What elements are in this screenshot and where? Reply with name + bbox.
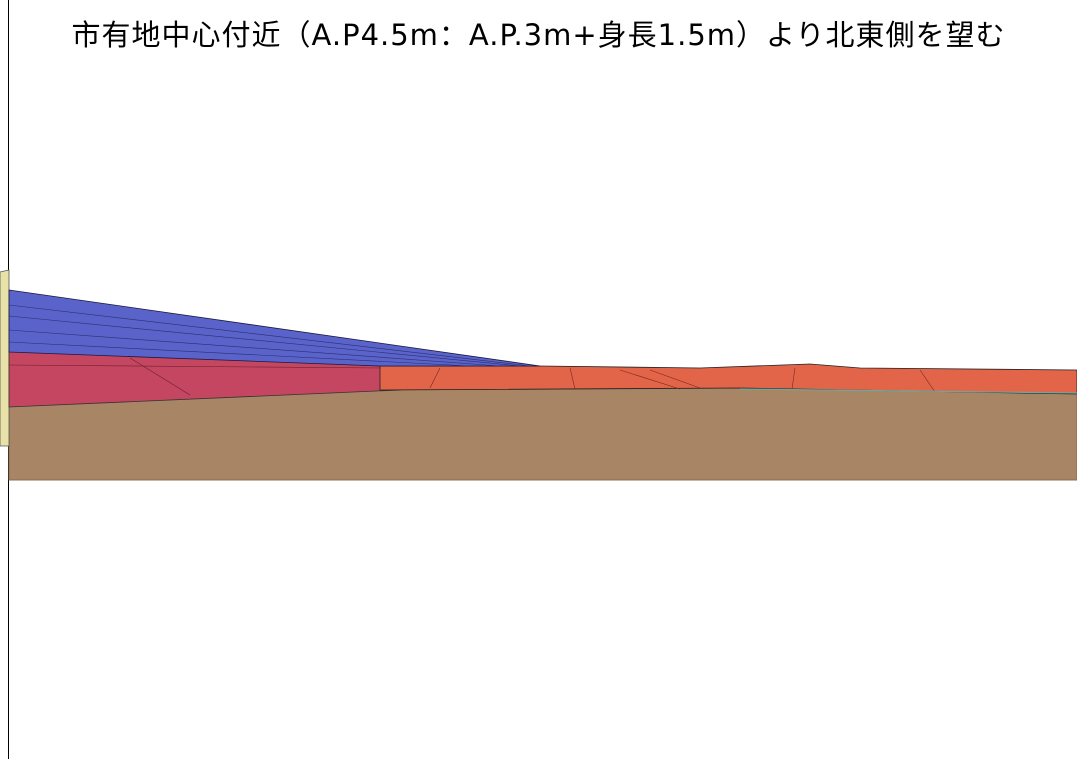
view-caption: 市有地中心付近（A.P4.5m：A.P.3m+身長1.5m）より北東側を望む xyxy=(71,18,1006,52)
orange-structure-edge xyxy=(649,369,701,389)
blue-structure-edge xyxy=(8,329,501,367)
blue-structure-edge xyxy=(8,341,471,367)
orange-structure-edge xyxy=(919,369,936,393)
orange-structure xyxy=(379,363,1077,395)
red-structure-edge xyxy=(8,364,381,369)
yellow-structure xyxy=(0,269,10,447)
ground-band xyxy=(8,387,1077,481)
blue-structure-edge xyxy=(8,304,531,367)
orange-structure-edge xyxy=(619,369,681,390)
orange-structure-edge xyxy=(429,367,441,389)
blue-structure-edge xyxy=(8,315,521,367)
blue-structure xyxy=(8,289,541,367)
teal-edge xyxy=(739,388,1077,394)
orange-structure-edge xyxy=(791,367,796,390)
orange-structure-edge xyxy=(569,367,576,390)
red-structure-edge xyxy=(129,357,191,396)
